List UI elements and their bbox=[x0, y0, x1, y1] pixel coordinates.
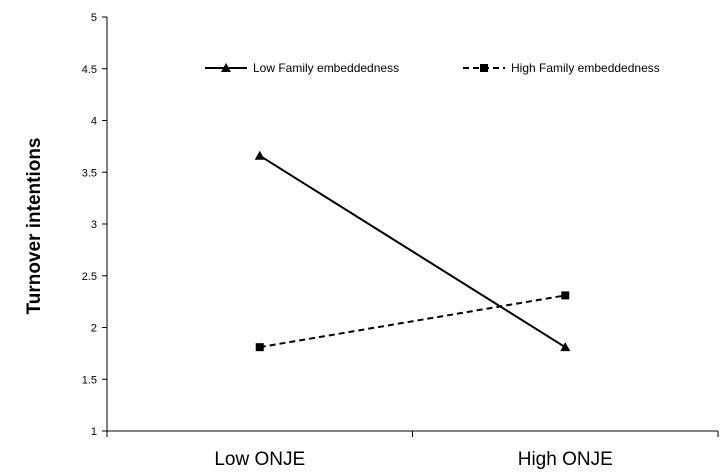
y-axis-title: Turnover intentions bbox=[24, 138, 45, 315]
legend-label: High Family embeddedness bbox=[511, 61, 660, 75]
y-tick-label: 1 bbox=[91, 426, 97, 438]
legend-item: Low Family embeddedness bbox=[205, 61, 399, 75]
series-line bbox=[259, 154, 566, 349]
series-2 bbox=[255, 291, 570, 352]
legend-marker bbox=[221, 63, 231, 72]
legend-item: High Family embeddedness bbox=[463, 61, 660, 75]
y-axis: 1 1.5 2 2.5 3 3.5 4 4.5 5 bbox=[82, 12, 108, 438]
series-lines bbox=[254, 150, 571, 352]
legend-label: Low Family embeddedness bbox=[253, 61, 399, 75]
series-1 bbox=[254, 150, 571, 352]
data-point bbox=[255, 343, 264, 352]
y-tick-label: 3.5 bbox=[82, 167, 97, 179]
x-category-label: Low ONJE bbox=[214, 449, 305, 470]
y-tick-label: 2 bbox=[91, 323, 97, 335]
y-tick-label: 4.5 bbox=[82, 64, 97, 76]
legend-marker bbox=[480, 64, 488, 72]
y-tick-label: 5 bbox=[91, 12, 97, 24]
series-line bbox=[259, 294, 566, 349]
y-tick-label: 3 bbox=[91, 219, 97, 231]
data-point bbox=[254, 150, 265, 160]
legend: Low Family embeddedness High Family embed… bbox=[205, 61, 660, 75]
y-tick-label: 2.5 bbox=[82, 271, 97, 283]
x-axis: Low ONJE High ONJE bbox=[106, 430, 719, 470]
data-point bbox=[561, 291, 570, 300]
x-category-label: High ONJE bbox=[518, 449, 613, 470]
data-point bbox=[560, 342, 571, 352]
y-tick-label: 4 bbox=[91, 116, 97, 128]
y-tick-label: 1.5 bbox=[82, 374, 97, 386]
